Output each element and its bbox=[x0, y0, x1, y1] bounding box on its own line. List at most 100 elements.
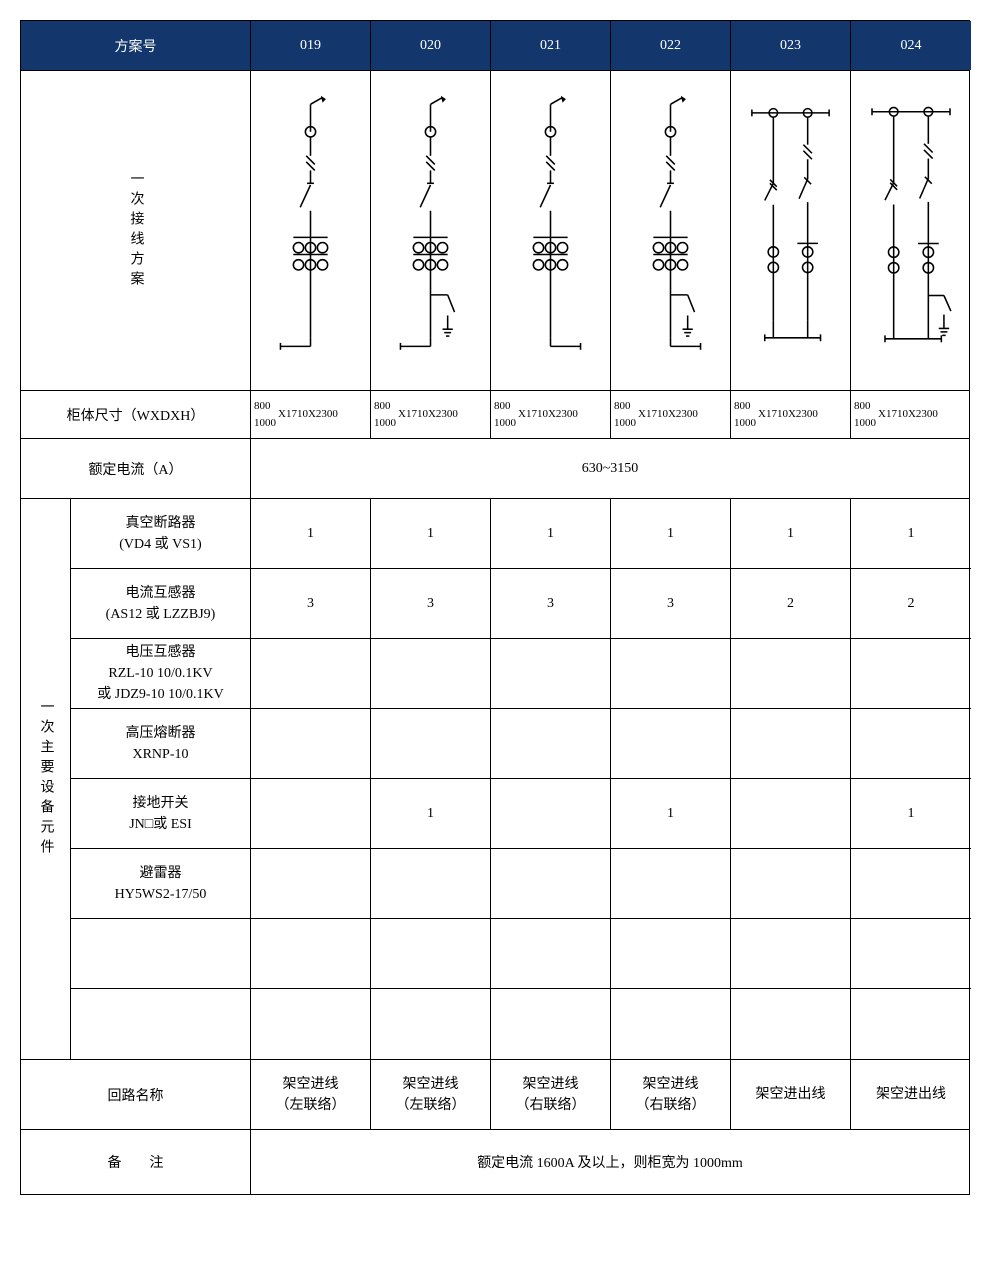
schematic-cell bbox=[251, 71, 371, 390]
equipment-label: 接地开关JN□或 ESI bbox=[71, 779, 251, 848]
equipment-value bbox=[491, 919, 611, 988]
equipment-value bbox=[851, 709, 971, 778]
circuit-cell: 架空进线（左联络） bbox=[251, 1060, 371, 1129]
dim-cell: 8001000X1710X2300 bbox=[611, 391, 731, 438]
equipment-block: 一次主要设备元件 真空断路器(VD4 或 VS1)111111电流互感器(AS1… bbox=[21, 499, 969, 1060]
equipment-value: 3 bbox=[611, 569, 731, 638]
equipment-value: 1 bbox=[731, 499, 851, 568]
equipment-value: 1 bbox=[611, 779, 731, 848]
wiring-schematic-row: 一次接线方案 bbox=[21, 71, 969, 391]
equipment-label: 真空断路器(VD4 或 VS1) bbox=[71, 499, 251, 568]
schematic-cell bbox=[491, 71, 611, 390]
equipment-value bbox=[851, 849, 971, 918]
equipment-value: 3 bbox=[251, 569, 371, 638]
equipment-value bbox=[491, 639, 611, 708]
schematic-cell bbox=[371, 71, 491, 390]
equipment-value bbox=[491, 989, 611, 1059]
circuit-name-row: 回路名称 架空进线（左联络） 架空进线（左联络） 架空进线（右联络） 架空进线（… bbox=[21, 1060, 969, 1130]
wiring-label: 一次接线方案 bbox=[21, 71, 251, 390]
remark-label: 备 注 bbox=[21, 1130, 251, 1194]
equipment-label bbox=[71, 989, 251, 1059]
equipment-value bbox=[251, 779, 371, 848]
rated-current-value: 630~3150 bbox=[251, 439, 969, 498]
equipment-value bbox=[251, 639, 371, 708]
equipment-value bbox=[851, 639, 971, 708]
equipment-value: 1 bbox=[371, 779, 491, 848]
circuit-cell: 架空进线（右联络） bbox=[491, 1060, 611, 1129]
circuit-cell: 架空进出线 bbox=[851, 1060, 971, 1129]
circuit-cell: 架空进线（左联络） bbox=[371, 1060, 491, 1129]
remark-value: 额定电流 1600A 及以上，则柜宽为 1000mm bbox=[251, 1130, 969, 1194]
equipment-value bbox=[851, 919, 971, 988]
code-cell: 020 bbox=[371, 21, 491, 70]
dim-cell: 8001000X1710X2300 bbox=[251, 391, 371, 438]
equipment-value bbox=[251, 989, 371, 1059]
schematic-cell bbox=[731, 71, 851, 390]
rated-current-label: 额定电流（A） bbox=[21, 439, 251, 498]
equipment-label: 避雷器HY5WS2-17/50 bbox=[71, 849, 251, 918]
equipment-value bbox=[851, 989, 971, 1059]
equipment-value: 1 bbox=[851, 499, 971, 568]
equipment-value bbox=[611, 989, 731, 1059]
equipment-row: 真空断路器(VD4 或 VS1)111111 bbox=[71, 499, 971, 569]
equipment-value bbox=[611, 639, 731, 708]
equipment-group-label: 一次主要设备元件 bbox=[21, 499, 71, 1059]
equipment-value bbox=[731, 639, 851, 708]
equipment-label: 高压熔断器XRNP-10 bbox=[71, 709, 251, 778]
scheme-no-label: 方案号 bbox=[21, 21, 251, 70]
equipment-value bbox=[731, 919, 851, 988]
equipment-value bbox=[251, 919, 371, 988]
schematic-cell bbox=[611, 71, 731, 390]
equipment-value: 1 bbox=[611, 499, 731, 568]
equipment-value bbox=[611, 919, 731, 988]
rated-current-row: 额定电流（A） 630~3150 bbox=[21, 439, 969, 499]
equipment-value bbox=[251, 849, 371, 918]
equipment-row bbox=[71, 919, 971, 989]
equipment-value bbox=[611, 709, 731, 778]
equipment-label: 电压互感器RZL-10 10/0.1KV或 JDZ9-10 10/0.1KV bbox=[71, 639, 251, 708]
equipment-label bbox=[71, 919, 251, 988]
equipment-value: 2 bbox=[851, 569, 971, 638]
equipment-value bbox=[731, 709, 851, 778]
circuit-name-label: 回路名称 bbox=[21, 1060, 251, 1129]
equipment-value bbox=[731, 849, 851, 918]
equipment-value: 2 bbox=[731, 569, 851, 638]
equipment-value: 1 bbox=[251, 499, 371, 568]
dim-cell: 8001000X1710X2300 bbox=[371, 391, 491, 438]
dim-cell: 8001000X1710X2300 bbox=[851, 391, 971, 438]
equipment-row: 接地开关JN□或 ESI111 bbox=[71, 779, 971, 849]
equipment-label: 电流互感器(AS12 或 LZZBJ9) bbox=[71, 569, 251, 638]
equipment-row bbox=[71, 989, 971, 1059]
equipment-value bbox=[251, 709, 371, 778]
circuit-cell: 架空进出线 bbox=[731, 1060, 851, 1129]
remark-row: 备 注 额定电流 1600A 及以上，则柜宽为 1000mm bbox=[21, 1130, 969, 1194]
code-cell: 024 bbox=[851, 21, 971, 70]
equipment-value: 1 bbox=[491, 499, 611, 568]
equipment-value bbox=[491, 779, 611, 848]
equipment-value bbox=[491, 849, 611, 918]
equipment-value bbox=[371, 639, 491, 708]
equipment-value bbox=[731, 989, 851, 1059]
dim-cell: 8001000X1710X2300 bbox=[491, 391, 611, 438]
dimensions-label: 柜体尺寸（WXDXH） bbox=[21, 391, 251, 438]
circuit-cell: 架空进线（右联络） bbox=[611, 1060, 731, 1129]
equipment-value: 3 bbox=[371, 569, 491, 638]
equipment-value bbox=[371, 849, 491, 918]
dimensions-row: 柜体尺寸（WXDXH） 8001000X1710X2300 8001000X17… bbox=[21, 391, 969, 439]
spec-table: 方案号 019 020 021 022 023 024 一次接线方案 柜体尺寸（… bbox=[20, 20, 970, 1195]
equipment-row: 电流互感器(AS12 或 LZZBJ9)333322 bbox=[71, 569, 971, 639]
dim-cell: 8001000X1710X2300 bbox=[731, 391, 851, 438]
equipment-row: 电压互感器RZL-10 10/0.1KV或 JDZ9-10 10/0.1KV bbox=[71, 639, 971, 709]
header-row: 方案号 019 020 021 022 023 024 bbox=[21, 21, 969, 71]
equipment-row: 避雷器HY5WS2-17/50 bbox=[71, 849, 971, 919]
schematic-cell bbox=[851, 71, 971, 390]
code-cell: 019 bbox=[251, 21, 371, 70]
equipment-value bbox=[371, 709, 491, 778]
equipment-value bbox=[491, 709, 611, 778]
equipment-value bbox=[611, 849, 731, 918]
equipment-value bbox=[371, 989, 491, 1059]
equipment-value bbox=[731, 779, 851, 848]
equipment-row: 高压熔断器XRNP-10 bbox=[71, 709, 971, 779]
code-cell: 023 bbox=[731, 21, 851, 70]
equipment-value: 3 bbox=[491, 569, 611, 638]
